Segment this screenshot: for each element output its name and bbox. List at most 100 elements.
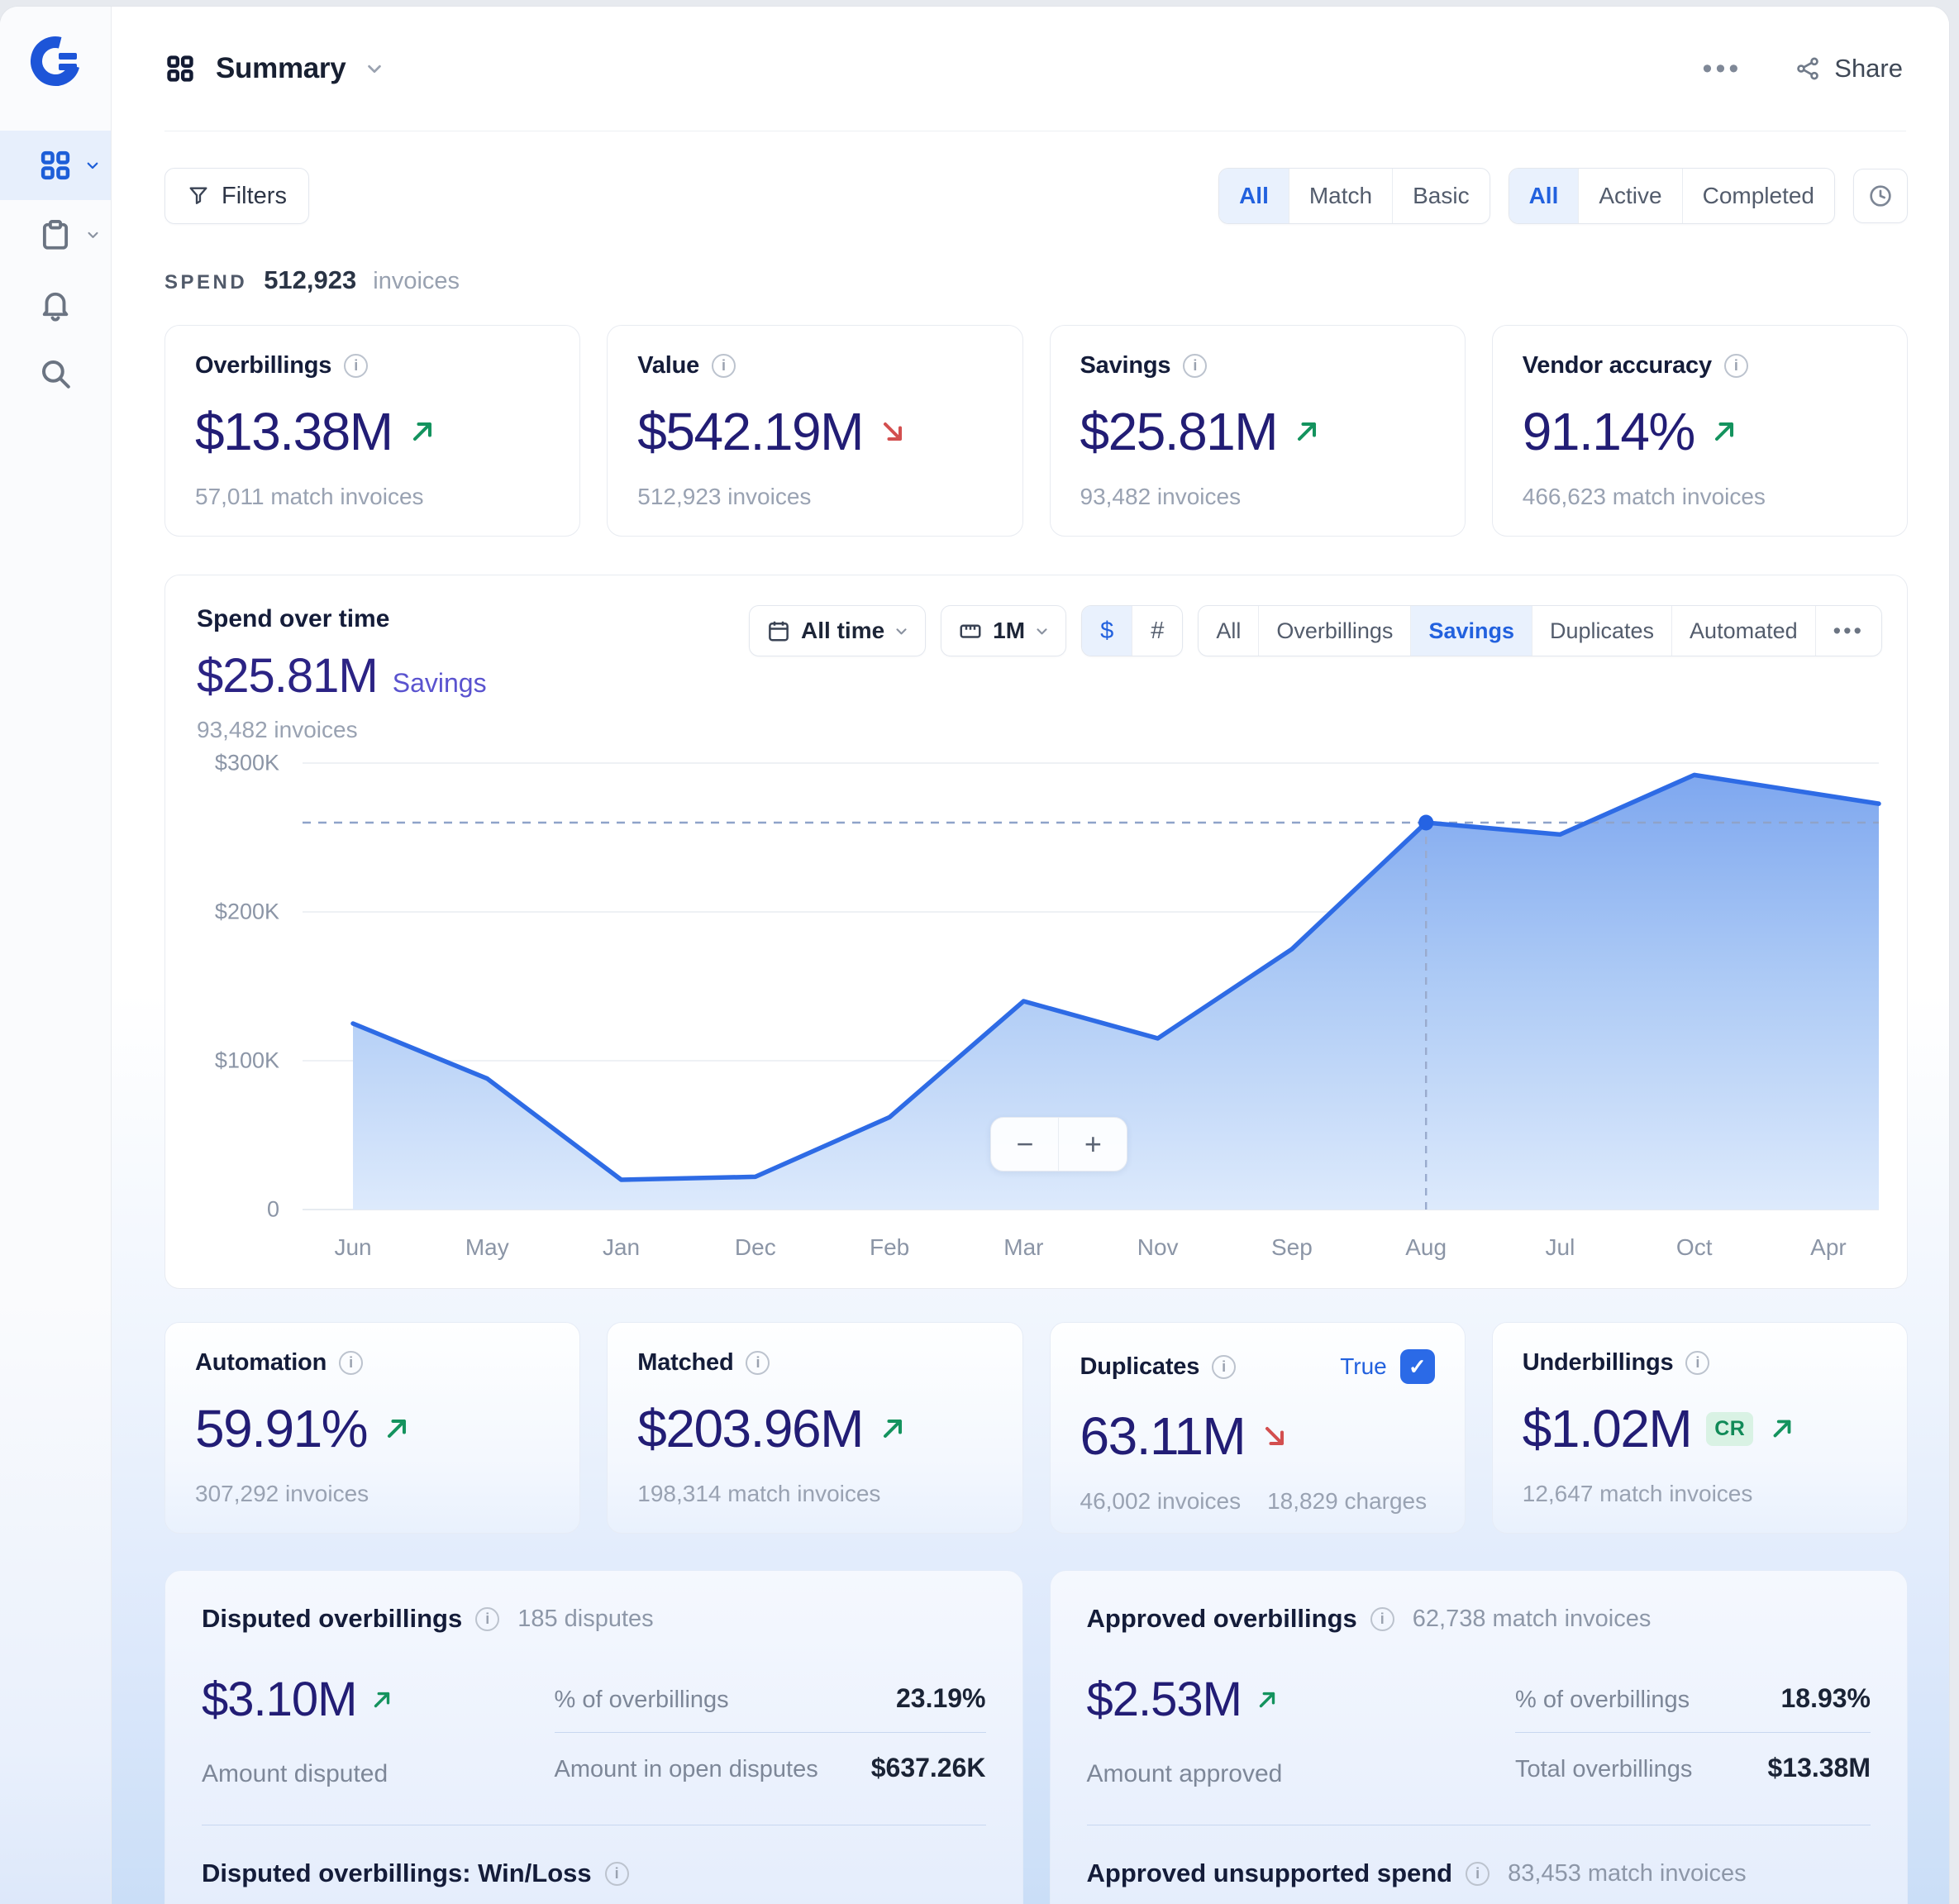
grid-icon <box>41 150 70 180</box>
x-tick-label: May <box>465 1234 509 1260</box>
panel-value-label: Amount disputed <box>202 1760 388 1787</box>
panel-value: $2.53M <box>1086 1673 1242 1726</box>
segment-completed[interactable]: Completed <box>1681 169 1834 223</box>
segment-all[interactable]: All <box>1509 169 1579 223</box>
kpi-sub: 57,011 match invoices <box>195 484 424 509</box>
spend-over-time-card: Spend over time $25.81M Savings 93,482 i… <box>164 575 1908 1289</box>
info-icon[interactable]: i <box>339 1351 364 1375</box>
page-header: Summary ••• Share <box>112 7 1949 131</box>
series-all[interactable]: All <box>1216 618 1242 643</box>
zoom-out-button[interactable]: − <box>991 1118 1060 1171</box>
kpi-label: Overbillings <box>195 352 332 379</box>
kpi-sub: 307,292 invoices <box>195 1481 369 1506</box>
y-tick-label: 0 <box>266 1196 279 1222</box>
date-range-button[interactable]: All time <box>749 605 927 656</box>
series-duplicates[interactable]: Duplicates <box>1531 606 1671 656</box>
area-chart <box>303 763 1879 1210</box>
kpi-sub: 466,623 match invoices <box>1522 484 1766 509</box>
trend-up-icon <box>1259 1692 1275 1707</box>
page-title-group[interactable]: Summary <box>164 52 384 85</box>
kpi-card-underbillings[interactable]: Underbillings i $1.02M CR 12,647 match i… <box>1491 1322 1908 1534</box>
x-tick-label: Jul <box>1545 1234 1575 1260</box>
x-tick-label: Sep <box>1270 1234 1313 1260</box>
series-overbillings[interactable]: Overbillings <box>1258 606 1410 656</box>
y-tick-label: $300K <box>214 750 279 775</box>
kpi-card-matched[interactable]: Matched i $203.96M 198,314 match invoice… <box>607 1322 1023 1534</box>
panel-disputed-overbillings: Disputed overbillings i 185 disputes $3.… <box>164 1570 1023 1904</box>
kpi-label: Savings <box>1080 352 1171 379</box>
match-type-segmented: All Match Basic <box>1218 168 1490 224</box>
info-icon[interactable]: i <box>475 1606 500 1631</box>
x-tick-label: Nov <box>1137 1234 1179 1260</box>
calendar-icon <box>769 621 789 642</box>
kpi-card-vendor-accuracy[interactable]: Vendor accuracy i 91.14% 466,623 match i… <box>1491 325 1908 537</box>
panel-value-label: Amount approved <box>1086 1760 1283 1787</box>
x-tick-label: Jan <box>602 1234 641 1260</box>
bell-icon <box>42 292 69 322</box>
check-icon: ✓ <box>1408 1353 1427 1379</box>
panel-section: Disputed overbillings i 185 disputes $3.… <box>202 1604 986 1788</box>
kpi-value: $203.96M <box>637 1399 864 1458</box>
info-icon[interactable]: i <box>1183 354 1208 378</box>
info-icon[interactable]: i <box>712 354 736 378</box>
spend-chart-plot[interactable]: $300K $200K $100K 0 <box>215 751 1879 1260</box>
interval-button[interactable]: 1M <box>941 605 1067 656</box>
kpi-sub: 46,002 invoices <box>1080 1488 1242 1514</box>
kpi-label: Underbillings <box>1522 1349 1674 1376</box>
series-more-button[interactable]: ••• <box>1814 606 1881 656</box>
sidebar-item-notifications[interactable] <box>0 270 111 339</box>
kpi-card-overbillings[interactable]: Overbillings i $13.38M 57,011 match invo… <box>164 325 581 537</box>
kpi-card-value[interactable]: Value i $542.19M 512,923 invoices <box>607 325 1023 537</box>
grid-icon <box>167 55 193 82</box>
series-segmented: All Overbillings Savings Duplicates Auto… <box>1198 605 1882 656</box>
sidebar-item-dashboards[interactable] <box>0 131 111 200</box>
info-icon[interactable]: i <box>1466 1861 1490 1886</box>
x-tick-label: Oct <box>1675 1234 1713 1260</box>
segment-match[interactable]: Match <box>1288 169 1392 223</box>
history-button[interactable] <box>1853 169 1908 223</box>
app-window: Summary ••• Share <box>0 7 1949 1904</box>
duplicates-checkbox[interactable]: ✓ <box>1399 1349 1435 1384</box>
kpi-label: Vendor accuracy <box>1522 352 1712 379</box>
info-icon[interactable]: i <box>1212 1354 1237 1379</box>
unit-dollar[interactable]: $ <box>1082 606 1132 656</box>
share-icon <box>1797 57 1819 80</box>
segment-basic[interactable]: Basic <box>1392 169 1489 223</box>
chart-value: $25.81M <box>197 649 379 703</box>
credit-badge: CR <box>1706 1411 1754 1446</box>
kpi-card-duplicates[interactable]: Duplicates i True ✓ 63.11M <box>1049 1322 1466 1534</box>
x-tick-label: Dec <box>734 1234 776 1260</box>
kpi-card-savings[interactable]: Savings i $25.81M 93,482 invoices <box>1049 325 1466 537</box>
table-row: Amount in open disputes $637.26K <box>554 1732 986 1783</box>
sidebar-item-reports[interactable] <box>0 200 111 270</box>
info-icon[interactable]: i <box>344 354 369 378</box>
trend-up-icon <box>412 422 431 441</box>
spend-summary: SPEND 512,923 invoices <box>164 265 1908 295</box>
sidebar-item-search[interactable] <box>0 339 111 408</box>
chevron-down-icon <box>88 231 98 238</box>
more-actions-button[interactable]: ••• <box>1702 52 1742 84</box>
info-icon[interactable]: i <box>746 1351 770 1375</box>
duplicates-true-label: True <box>1340 1353 1387 1379</box>
info-icon[interactable]: i <box>1370 1606 1394 1631</box>
brand-logo-icon[interactable] <box>29 35 82 88</box>
x-tick-label: Apr <box>1810 1234 1847 1260</box>
segment-all[interactable]: All <box>1219 169 1289 223</box>
series-automated[interactable]: Automated <box>1671 606 1815 656</box>
panel-title: Approved overbillings <box>1086 1604 1357 1633</box>
unit-count[interactable]: # <box>1132 606 1182 656</box>
filters-button[interactable]: Filters <box>164 168 309 224</box>
info-icon[interactable]: i <box>1685 1351 1710 1375</box>
kpi-row-2: Automation i 59.91% 307,292 invoices Mat… <box>164 1322 1908 1534</box>
segment-active[interactable]: Active <box>1578 169 1681 223</box>
kpi-row-1: Overbillings i $13.38M 57,011 match invo… <box>164 325 1908 537</box>
zoom-in-button[interactable]: + <box>1059 1118 1127 1171</box>
series-savings[interactable]: Savings <box>1410 606 1532 656</box>
trend-up-icon <box>1773 1420 1791 1438</box>
chevron-down-icon[interactable] <box>365 60 384 78</box>
info-icon[interactable]: i <box>1723 354 1748 378</box>
info-icon[interactable]: i <box>604 1861 629 1886</box>
share-label: Share <box>1834 54 1903 83</box>
kpi-card-automation[interactable]: Automation i 59.91% 307,292 invoices <box>164 1322 581 1534</box>
share-button[interactable]: Share <box>1795 54 1903 84</box>
